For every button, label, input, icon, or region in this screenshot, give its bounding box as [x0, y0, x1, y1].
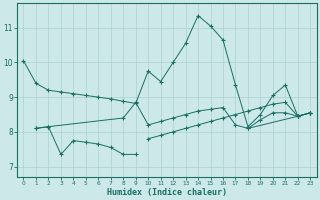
X-axis label: Humidex (Indice chaleur): Humidex (Indice chaleur): [107, 188, 227, 197]
